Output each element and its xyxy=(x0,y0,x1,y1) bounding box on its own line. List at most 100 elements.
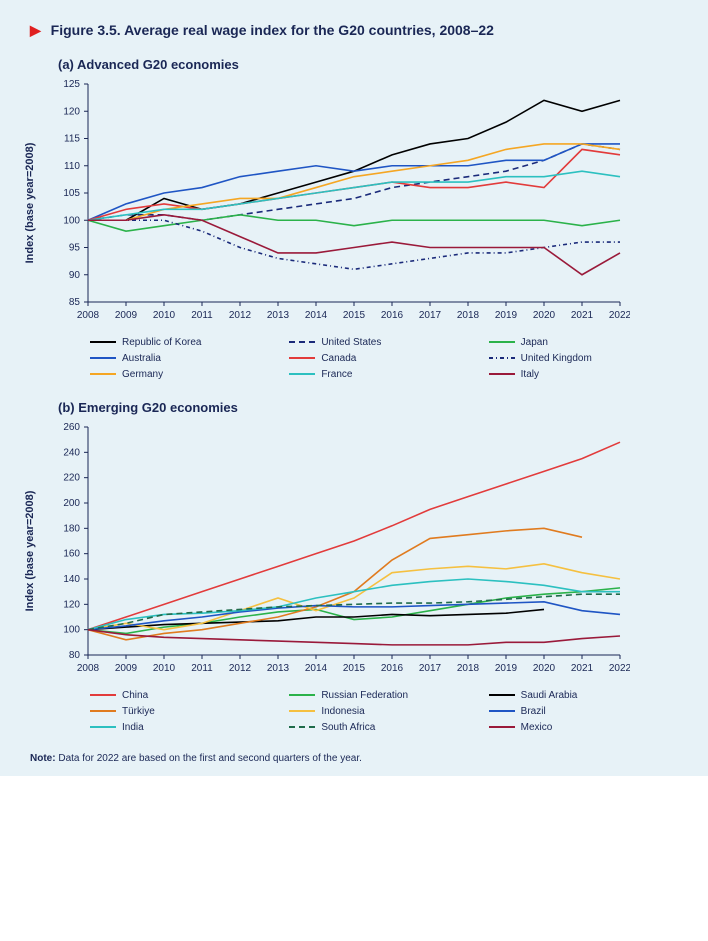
svg-text:2014: 2014 xyxy=(305,310,328,321)
legend-label: France xyxy=(321,369,352,380)
svg-text:2016: 2016 xyxy=(381,310,404,321)
figure-container: ▶ Figure 3.5. Average real wage index fo… xyxy=(0,0,708,776)
svg-text:2010: 2010 xyxy=(153,663,176,674)
svg-text:2009: 2009 xyxy=(115,310,138,321)
svg-text:2010: 2010 xyxy=(153,310,176,321)
svg-text:2013: 2013 xyxy=(267,663,290,674)
svg-text:2018: 2018 xyxy=(457,310,480,321)
panel-b-svg: 8010012014016018020022024026020082009201… xyxy=(40,421,630,681)
legend-swatch xyxy=(489,368,515,380)
svg-text:2008: 2008 xyxy=(77,310,100,321)
svg-text:2021: 2021 xyxy=(571,310,594,321)
legend-label: Canada xyxy=(321,353,356,364)
legend-swatch xyxy=(489,705,515,717)
svg-text:2015: 2015 xyxy=(343,663,366,674)
svg-text:2015: 2015 xyxy=(343,310,366,321)
legend-label: Russian Federation xyxy=(321,690,408,701)
svg-text:2019: 2019 xyxy=(495,310,518,321)
legend-item: China xyxy=(90,689,279,701)
legend-label: Germany xyxy=(122,369,163,380)
svg-text:80: 80 xyxy=(69,650,81,661)
legend-item: Saudi Arabia xyxy=(489,689,678,701)
legend-swatch xyxy=(289,368,315,380)
legend-swatch xyxy=(489,352,515,364)
svg-text:2009: 2009 xyxy=(115,663,138,674)
legend-label: Mexico xyxy=(521,722,553,733)
legend-swatch xyxy=(489,689,515,701)
legend-item: Indonesia xyxy=(289,705,478,717)
legend-swatch xyxy=(289,689,315,701)
arrow-icon: ▶ xyxy=(30,22,41,38)
svg-text:2022: 2022 xyxy=(609,663,630,674)
svg-text:2018: 2018 xyxy=(457,663,480,674)
svg-text:95: 95 xyxy=(69,243,81,254)
svg-text:260: 260 xyxy=(63,422,80,433)
legend-label: China xyxy=(122,690,148,701)
svg-text:85: 85 xyxy=(69,297,81,308)
svg-text:2019: 2019 xyxy=(495,663,518,674)
panel-a-ylabel: Index (base year=2008) xyxy=(24,143,36,264)
legend-item: Brazil xyxy=(489,705,678,717)
legend-item: Türkiye xyxy=(90,705,279,717)
panel-a-svg: 8590951001051101151201252008200920102011… xyxy=(40,78,630,328)
legend-swatch xyxy=(489,336,515,348)
panel-b-chart: Index (base year=2008) 80100120140160180… xyxy=(40,421,678,681)
legend-label: Saudi Arabia xyxy=(521,690,578,701)
svg-text:2021: 2021 xyxy=(571,663,594,674)
svg-text:120: 120 xyxy=(63,106,80,117)
legend-item: France xyxy=(289,368,478,380)
svg-text:2020: 2020 xyxy=(533,310,556,321)
svg-text:200: 200 xyxy=(63,498,80,509)
svg-text:2022: 2022 xyxy=(609,310,630,321)
svg-text:2014: 2014 xyxy=(305,663,328,674)
panel-b-title: (b) Emerging G20 economies xyxy=(58,400,678,415)
legend-item: Australia xyxy=(90,352,279,364)
svg-text:220: 220 xyxy=(63,473,80,484)
svg-text:2017: 2017 xyxy=(419,663,442,674)
panel-a-legend: Republic of KoreaUnited StatesJapanAustr… xyxy=(90,336,678,380)
svg-text:2011: 2011 xyxy=(191,663,213,674)
legend-item: Japan xyxy=(489,336,678,348)
note-text: Data for 2022 are based on the first and… xyxy=(58,753,362,764)
panel-b-ylabel: Index (base year=2008) xyxy=(24,491,36,612)
legend-label: Republic of Korea xyxy=(122,337,202,348)
svg-text:105: 105 xyxy=(63,188,80,199)
svg-text:2020: 2020 xyxy=(533,663,556,674)
figure-title-text: Average real wage index for the G20 coun… xyxy=(124,22,494,38)
note-label: Note: xyxy=(30,753,56,764)
svg-text:90: 90 xyxy=(69,270,81,281)
legend-label: Italy xyxy=(521,369,539,380)
svg-text:2016: 2016 xyxy=(381,663,404,674)
legend-item: Canada xyxy=(289,352,478,364)
svg-text:240: 240 xyxy=(63,447,80,458)
legend-swatch xyxy=(90,721,116,733)
svg-text:2012: 2012 xyxy=(229,663,252,674)
svg-text:2017: 2017 xyxy=(419,310,442,321)
svg-text:2013: 2013 xyxy=(267,310,290,321)
svg-text:100: 100 xyxy=(63,625,80,636)
legend-item: India xyxy=(90,721,279,733)
svg-text:2011: 2011 xyxy=(191,310,213,321)
legend-label: Japan xyxy=(521,337,548,348)
legend-swatch xyxy=(90,352,116,364)
svg-text:140: 140 xyxy=(63,574,80,585)
svg-text:160: 160 xyxy=(63,549,80,560)
legend-item: South Africa xyxy=(289,721,478,733)
svg-text:100: 100 xyxy=(63,215,80,226)
legend-label: United Kingdom xyxy=(521,353,592,364)
panel-a-chart: Index (base year=2008) 85909510010511011… xyxy=(40,78,678,328)
legend-swatch xyxy=(289,352,315,364)
legend-swatch xyxy=(289,705,315,717)
legend-item: Republic of Korea xyxy=(90,336,279,348)
legend-swatch xyxy=(289,721,315,733)
legend-swatch xyxy=(90,368,116,380)
legend-label: India xyxy=(122,722,144,733)
svg-text:125: 125 xyxy=(63,79,80,90)
legend-label: Indonesia xyxy=(321,706,364,717)
legend-item: Germany xyxy=(90,368,279,380)
legend-swatch xyxy=(489,721,515,733)
legend-item: Italy xyxy=(489,368,678,380)
legend-swatch xyxy=(90,689,116,701)
figure-title: ▶ Figure 3.5. Average real wage index fo… xyxy=(30,22,678,39)
svg-text:110: 110 xyxy=(64,161,80,172)
